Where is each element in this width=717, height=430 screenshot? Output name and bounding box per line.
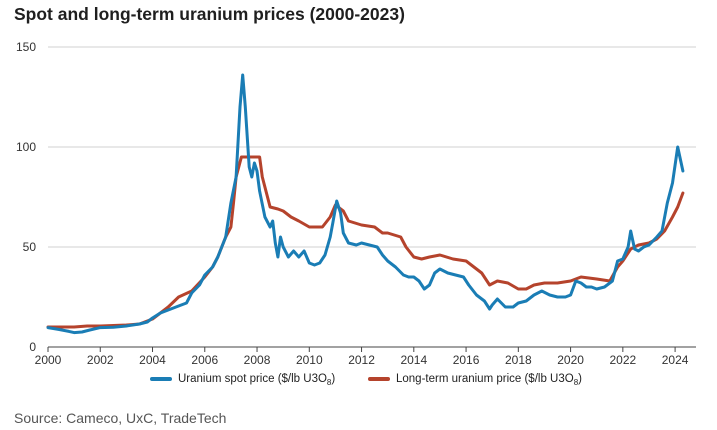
source-note: Source: Cameco, UxC, TradeTech	[14, 410, 227, 426]
x-tick-label: 2004	[139, 353, 166, 367]
legend: Uranium spot price ($/lb U3O8) Long-term…	[0, 373, 717, 393]
legend-item-long-term: Long-term uranium price ($/lb U3O8)	[368, 373, 582, 387]
y-tick-label: 50	[23, 240, 37, 254]
legend-swatch-long-term	[368, 377, 390, 381]
x-tick-label: 2018	[505, 353, 532, 367]
x-tick-label: 2016	[453, 353, 480, 367]
x-tick-label: 2008	[244, 353, 271, 367]
series-line-long-term	[46, 155, 685, 329]
legend-label-spot: Uranium spot price ($/lb U3O8)	[178, 373, 336, 387]
x-tick-label: 2014	[400, 353, 427, 367]
y-tick-label: 150	[16, 40, 36, 54]
x-tick-label: 2020	[557, 353, 584, 367]
x-tick-label: 2022	[609, 353, 636, 367]
series-line-spot	[46, 73, 685, 335]
legend-item-spot: Uranium spot price ($/lb U3O8)	[150, 373, 336, 387]
x-tick-label: 2002	[87, 353, 114, 367]
series-lines	[46, 73, 685, 335]
chart-title: Spot and long-term uranium prices (2000-…	[14, 4, 405, 24]
y-tick-label: 100	[16, 140, 36, 154]
x-tick-label: 2000	[35, 353, 62, 367]
legend-swatch-spot	[150, 377, 172, 381]
legend-label-long-term: Long-term uranium price ($/lb U3O8)	[396, 373, 582, 387]
x-tick-label: 2006	[191, 353, 218, 367]
y-tick-label: 0	[29, 340, 36, 354]
y-axis: 0 50 100 150	[16, 40, 36, 354]
x-tick-label: 2010	[296, 353, 323, 367]
x-tick-label: 2024	[662, 353, 689, 367]
x-tick-label: 2012	[348, 353, 375, 367]
x-axis: 2000 2002 2004 2006 2008 2010 2012 2014 2016 2018…	[35, 347, 689, 367]
grid-lines	[48, 46, 696, 348]
